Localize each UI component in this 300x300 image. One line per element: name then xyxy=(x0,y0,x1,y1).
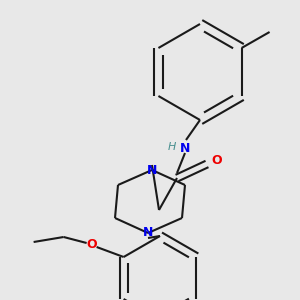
Text: H: H xyxy=(168,142,176,152)
Text: N: N xyxy=(143,226,153,239)
Text: O: O xyxy=(212,154,222,166)
Text: N: N xyxy=(180,142,190,154)
Text: O: O xyxy=(86,238,97,251)
Text: N: N xyxy=(147,164,157,176)
